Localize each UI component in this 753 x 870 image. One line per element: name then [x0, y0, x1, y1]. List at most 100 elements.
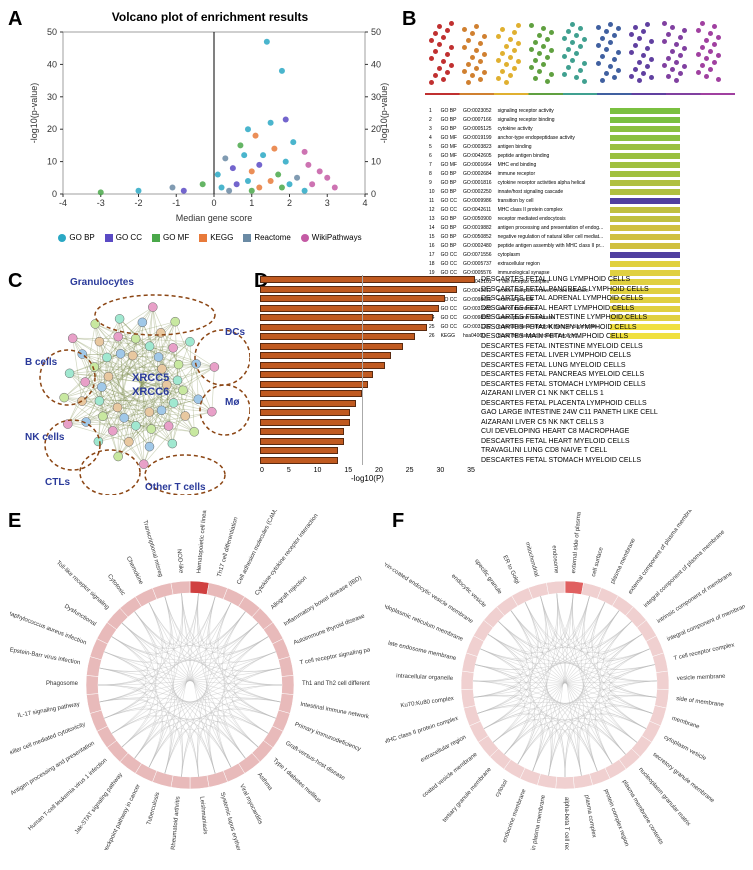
svg-text:0: 0: [52, 189, 57, 199]
svg-text:endosome: endosome: [550, 545, 559, 574]
svg-text:DCs: DCs: [225, 327, 245, 338]
ppi-network: GranulocytesB cellsDCsMøNK cellsCTLsOthe…: [25, 275, 250, 495]
bar-label: DESCARTES FETAL INTESTINE LYMPHOID CELLS: [481, 314, 647, 321]
svg-text:50: 50: [47, 27, 57, 37]
network-svg: GranulocytesB cellsDCsMøNK cellsCTLsOthe…: [25, 275, 250, 495]
enrich-row: 9GO BPGO:0001816cytokine receptor activi…: [427, 179, 682, 186]
enrich-row: 2GO BPGO:0007166signaling receptor bindi…: [427, 116, 682, 123]
enrich-row: 4GO MFGO:0019199anchor-type endopeptidas…: [427, 134, 682, 141]
svg-text:-2: -2: [134, 198, 142, 208]
svg-text:integral component of plasma m: integral component of plasma membrane: [643, 529, 726, 609]
svg-text:on and PD-1 checkpoint pathway: on and PD-1 checkpoint pathway in cancer: [86, 783, 142, 850]
bar-label: GAO LARGE INTESTINE 24W C11 PANETH LIKE …: [481, 409, 658, 416]
cell-type-bars: DESCARTES FETAL LUNG LYMPHOID CELLS DESC…: [260, 275, 750, 500]
svg-text:10: 10: [371, 157, 381, 167]
bar-axis-ticks: 05101520253035: [260, 467, 475, 474]
svg-text:Phagosome: Phagosome: [46, 681, 79, 687]
svg-text:2: 2: [287, 198, 292, 208]
chord-gocc: external side of plasma membranecell sur…: [385, 510, 745, 850]
chord-svg-f: external side of plasma membranecell sur…: [385, 510, 745, 850]
cell-type-bar: DESCARTES FETAL PANCREAS LYMPHOID CELLS: [260, 285, 750, 295]
svg-text:Cytotoxic: Cytotoxic: [106, 574, 126, 597]
svg-text:intracellular organelle: intracellular organelle: [396, 673, 454, 682]
svg-text:external side of plasma membra: external side of plasma membrane: [571, 510, 585, 574]
svg-text:specific granule: specific granule: [473, 558, 503, 596]
svg-text:Viral myocarditis: Viral myocarditis: [238, 783, 263, 825]
legend-item: Reactome: [243, 233, 290, 242]
bar-label: DESCARTES FETAL PANCREAS LYMPHOID CELLS: [481, 286, 649, 293]
svg-text:external component of plasma m: external component of plasma membrane: [628, 510, 698, 596]
enrich-row: 3GO BPGO:0005125cytokine activity: [427, 125, 682, 132]
svg-text:Th17 cell differentiation: Th17 cell differentiation: [217, 517, 240, 578]
svg-text:Ku70:Ku80 complex: Ku70:Ku80 complex: [400, 696, 454, 709]
svg-text:NK cells: NK cells: [25, 432, 65, 443]
legend-item: KEGG: [199, 233, 233, 242]
bar-label: DESCARTES FETAL STOMACH MYELOID CELLS: [481, 457, 641, 464]
svg-text:cytoplasm vesicle: cytoplasm vesicle: [663, 735, 708, 763]
svg-text:20: 20: [47, 124, 57, 134]
svg-text:alpha-beta T cell receptor com: alpha-beta T cell receptor complex: [563, 797, 569, 850]
svg-text:plasma membrane: plasma membrane: [610, 537, 637, 585]
bar-label: CUI DEVELOPING HEART C8 MACROPHAGE: [481, 428, 629, 435]
enrichment-manhattan: 1GO BPGO:0023052signaling receptor activ…: [415, 10, 740, 260]
svg-text:extracellular region: extracellular region: [420, 735, 467, 764]
legend-item: GO CC: [105, 233, 142, 242]
enrich-row: 1GO BPGO:0023052signaling receptor activ…: [427, 107, 682, 114]
bar-label: DESCARTES FETAL INTESTINE MYELOID CELLS: [481, 343, 643, 350]
svg-text:membrane: membrane: [671, 716, 701, 731]
svg-text:protein complex region: protein complex region: [602, 788, 629, 847]
bar-label: DESCARTES FETAL STOMACH LYMPHOID CELLS: [481, 381, 646, 388]
enrich-row: 6GO MFGO:0042605peptide antigen binding: [427, 152, 682, 159]
bar-label: DESCARTES FETAL LUNG MYELOID CELLS: [481, 362, 626, 369]
svg-text:Dysfunctional: Dysfunctional: [63, 604, 97, 628]
legend-item: WikiPathways: [301, 233, 362, 242]
svg-text:T cell receptor signaling path: T cell receptor signaling pathway: [299, 644, 370, 666]
svg-text:Asthma: Asthma: [256, 772, 273, 792]
cell-type-bar: DESCARTES FETAL PANCREAS MYELOID CELLS: [260, 370, 750, 380]
cell-type-bar: DESCARTES FETAL LUNG LYMPHOID CELLS: [260, 275, 750, 285]
svg-text:late endosome membrane: late endosome membrane: [387, 641, 457, 663]
svg-text:plasma complex: plasma complex: [583, 794, 597, 838]
svg-text:Other T cells: Other T cells: [145, 482, 206, 493]
enrich-row: 5GO MFGO:0003823antigen binding: [427, 143, 682, 150]
svg-text:1: 1: [249, 198, 254, 208]
enrich-row: 10GO BPGO:0002250innate/host signaling c…: [427, 188, 682, 195]
svg-text:0: 0: [211, 198, 216, 208]
svg-text:XRCC5: XRCC5: [132, 372, 169, 384]
bar-label: AIZARANI LIVER C1 NK NKT CELLS 1: [481, 390, 604, 397]
manhattan-strip: [425, 15, 735, 95]
svg-text:Allograft rejection: Allograft rejection: [270, 575, 308, 611]
cell-type-bar: DESCARTES FETAL STOMACH MYELOID CELLS: [260, 456, 750, 466]
svg-text:IL-17 signaling pathway: IL-17 signaling pathway: [17, 702, 80, 719]
enrich-row: 16GO BPGO:0002480peptide antigen assembl…: [427, 242, 682, 249]
svg-text:-log10(p-value): -log10(p-value): [379, 83, 389, 144]
svg-text:-3: -3: [97, 198, 105, 208]
svg-text:Th1 and Th2 cell differentiati: Th1 and Th2 cell differentiation: [302, 681, 370, 687]
bar-label: DESCARTES FETAL HEART LYMPHOID CELLS: [481, 305, 634, 312]
svg-text:CTLs: CTLs: [45, 477, 70, 488]
svg-text:Human T-cell leukemia virus 1: Human T-cell leukemia virus 1 infection: [27, 757, 108, 832]
svg-text:B cells: B cells: [25, 357, 58, 368]
panel-label-a: A: [8, 8, 22, 31]
svg-text:3: 3: [325, 198, 330, 208]
svg-text:Mø: Mø: [225, 397, 240, 408]
cell-type-bar: TRAVAGLINI LUNG CD8 NAIVE T CELL: [260, 446, 750, 456]
svg-text:30: 30: [47, 92, 57, 102]
svg-text:40: 40: [47, 59, 57, 69]
svg-text:Chemokine: Chemokine: [125, 556, 144, 586]
svg-text:Tuberculosis: Tuberculosis: [146, 792, 161, 826]
svg-text:Primary immunodeficiency: Primary immunodeficiency: [294, 722, 362, 753]
cell-type-bar: AIZARANI LIVER C1 NK NKT CELLS 1: [260, 389, 750, 399]
enrich-row: 15GO BPGO:0050852negative regulation of …: [427, 233, 682, 240]
cell-type-bar: DESCARTES FETAL PLACENTA LYMPHOID CELLS: [260, 399, 750, 409]
svg-text:MHC class II protein complex: MHC class II protein complex: [385, 716, 459, 746]
enrich-row: 7GO MFGO:0001664MHC end binding: [427, 161, 682, 168]
panel-label-c: C: [8, 270, 22, 293]
svg-text:Toll-like receptor signaling: Toll-like receptor signaling: [55, 560, 110, 611]
svg-text:mitochondrial: mitochondrial: [524, 542, 539, 578]
cell-type-bar: AIZARANI LIVER C5 NK NKT CELLS 3: [260, 418, 750, 428]
svg-text:Intestinal immune network for: Intestinal immune network for IgA produc…: [300, 702, 370, 730]
svg-text:-4: -4: [59, 198, 67, 208]
legend-item: GO MF: [152, 233, 189, 242]
svg-text:Transcriptional misreg: Transcriptional misreg: [141, 520, 163, 578]
